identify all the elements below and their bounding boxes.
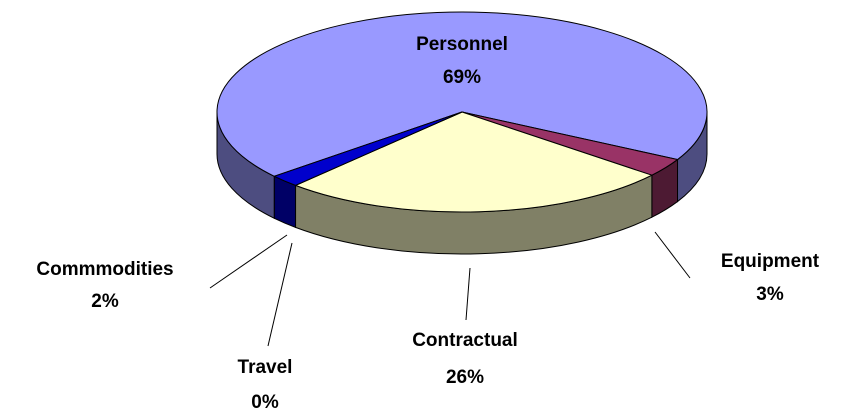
slice-label: Personnel <box>416 34 508 55</box>
slice-value-label: 69% <box>443 67 481 88</box>
pie-slice <box>216 11 708 177</box>
slice-value-label: 26% <box>446 367 484 388</box>
slice-label: Contractual <box>412 330 518 351</box>
pie <box>216 11 708 255</box>
slice-label: Travel <box>238 357 293 378</box>
slice-value-label: 3% <box>756 284 784 305</box>
pie-slice <box>294 111 654 213</box>
leader-line <box>209 234 288 289</box>
leader-line <box>654 231 691 279</box>
pie-tops <box>216 11 708 213</box>
pie-slice <box>273 111 463 186</box>
slice-label: Commmodities <box>36 259 173 280</box>
leader-line <box>267 242 293 347</box>
leader-line <box>465 267 471 321</box>
slice-label: Equipment <box>721 251 820 272</box>
slice-value-label: 0% <box>251 392 279 411</box>
slice-value-label: 2% <box>91 291 119 312</box>
